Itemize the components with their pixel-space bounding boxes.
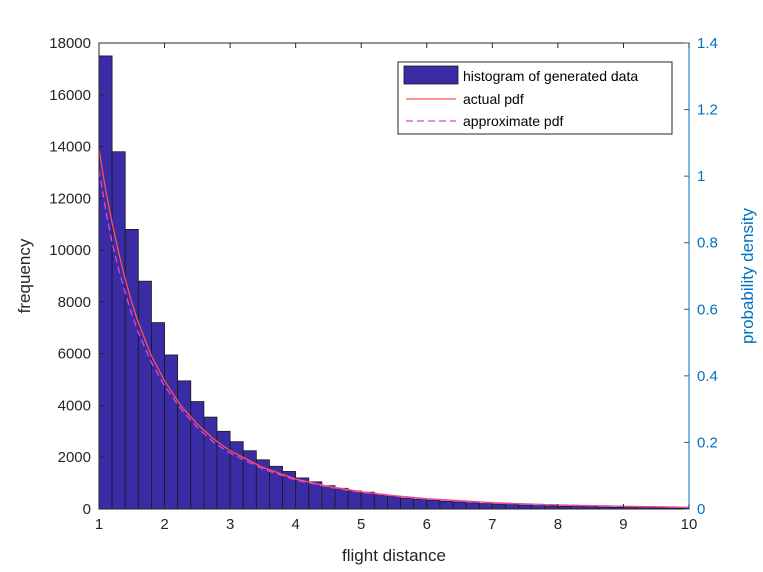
right-y-tick-label: 0.8: [697, 235, 718, 252]
left-y-tick-label: 2000: [58, 449, 91, 466]
histogram-bar: [478, 503, 493, 510]
histogram-bar: [505, 504, 519, 510]
left-y-tick-label: 10000: [49, 242, 91, 259]
histogram-bar: [295, 477, 310, 510]
right-y-tick-label: 0: [697, 501, 705, 518]
left-y-axis-ticks: 0 2000 4000 6000 8000 10000 12000 14000 16000 180…: [49, 35, 104, 518]
right-y-tick-label: 1.2: [697, 102, 718, 119]
histogram-bar: [334, 487, 349, 510]
x-axis-ticks: 1 2 3 4 5 6 7 8 9 10: [95, 43, 698, 533]
left-y-tick-label: 12000: [49, 190, 91, 207]
histogram-bar: [531, 505, 546, 510]
right-y-tick-label: 0.6: [697, 301, 718, 318]
histogram-bar: [387, 496, 401, 510]
legend: histogram of generated data actual pdf a…: [397, 61, 673, 135]
x-tick-label: 3: [226, 516, 234, 533]
left-y-tick-label: 14000: [49, 139, 91, 156]
histogram-bar: [177, 380, 192, 510]
histogram-bar: [98, 55, 113, 510]
left-y-tick-label: 16000: [49, 87, 91, 104]
histogram-bar: [400, 497, 415, 510]
left-y-tick-label: 6000: [58, 346, 91, 363]
histogram-bar: [151, 322, 165, 510]
x-tick-label: 8: [554, 516, 562, 533]
histogram-bar: [124, 228, 139, 510]
legend-label-approximate-pdf: approximate pdf: [463, 113, 564, 129]
legend-label-actual-pdf: actual pdf: [463, 91, 524, 107]
left-y-axis-label: frequency: [15, 238, 34, 313]
histogram-bar: [164, 354, 179, 510]
x-axis-label: flight distance: [342, 546, 446, 565]
right-y-axis-ticks: 0 0.2 0.4 0.6 0.8 1 1.2 1.4: [684, 35, 718, 518]
x-tick-label: 6: [423, 516, 431, 533]
x-tick-label: 7: [488, 516, 496, 533]
right-y-tick-label: 0.4: [697, 368, 718, 385]
histogram-bar: [137, 280, 152, 510]
series-line-approximate-pdf: [98, 169, 690, 508]
histogram-bar: [518, 504, 533, 510]
histogram-bar: [426, 499, 441, 510]
right-y-tick-label: 1: [697, 168, 705, 185]
legend-label-histogram: histogram of generated data: [463, 68, 638, 84]
right-y-tick-label: 0.2: [697, 434, 718, 451]
x-tick-label: 1: [95, 516, 103, 533]
x-tick-label: 9: [619, 516, 627, 533]
x-tick-label: 10: [681, 516, 698, 533]
left-y-tick-label: 18000: [49, 35, 91, 52]
histogram-bar: [321, 485, 336, 510]
x-tick-label: 2: [160, 516, 168, 533]
histogram-bar: [413, 498, 428, 510]
histogram-bar: [242, 450, 257, 510]
x-tick-label: 4: [291, 516, 299, 533]
legend-swatch-histogram: [403, 65, 459, 85]
series-line-actual-pdf: [98, 149, 690, 508]
histogram-bar: [190, 401, 205, 510]
left-y-tick-label: 0: [83, 501, 91, 518]
histogram-bar: [439, 500, 454, 510]
pdf-lines: [98, 149, 690, 508]
histogram-bar: [465, 502, 480, 510]
left-y-tick-label: 8000: [58, 294, 91, 311]
histogram-bar: [203, 416, 218, 510]
histogram-bar: [373, 494, 388, 510]
right-y-axis-label: probability density: [738, 207, 757, 344]
left-y-tick-label: 4000: [58, 397, 91, 414]
x-tick-label: 5: [357, 516, 365, 533]
histogram-bar: [111, 151, 126, 510]
histogram-bar: [347, 490, 362, 510]
histogram-bar: [491, 503, 506, 510]
histogram-bar: [360, 491, 375, 510]
histogram-bar: [308, 481, 323, 510]
histogram-bar: [452, 501, 467, 510]
right-y-tick-label: 1.4: [697, 35, 718, 52]
